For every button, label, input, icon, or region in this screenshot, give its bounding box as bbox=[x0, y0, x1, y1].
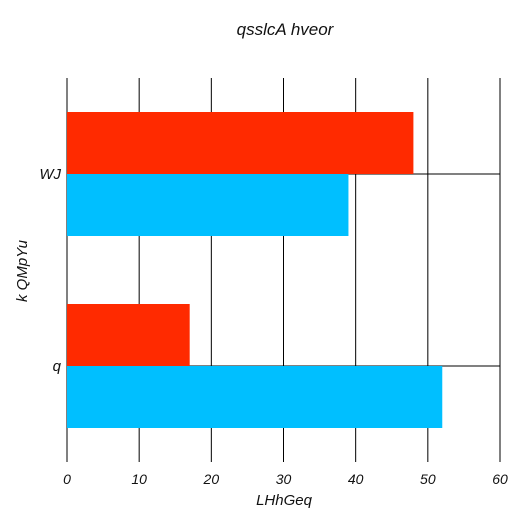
bar-series2-WJ bbox=[67, 174, 349, 236]
x-tick-labels: 0 10 20 30 40 50 60 bbox=[63, 471, 508, 487]
x-tick-label-4: 40 bbox=[348, 471, 364, 487]
bar-series1-WJ bbox=[67, 112, 414, 174]
category-label-WJ: WJ bbox=[39, 166, 61, 183]
bar-series2-q bbox=[67, 366, 443, 428]
x-tick-label-6: 60 bbox=[492, 471, 508, 487]
bars bbox=[67, 112, 443, 428]
bar-series1-q bbox=[67, 304, 190, 366]
category-labels: q WJ bbox=[39, 166, 61, 375]
category-label-q: q bbox=[53, 358, 62, 375]
x-tick-label-5: 50 bbox=[420, 471, 436, 487]
x-tick-label-2: 20 bbox=[203, 471, 220, 487]
chart-title: qsslcA hveor bbox=[237, 20, 335, 39]
x-tick-label-1: 10 bbox=[131, 471, 147, 487]
x-tick-label-0: 0 bbox=[63, 471, 71, 487]
x-tick-label-3: 30 bbox=[276, 471, 292, 487]
y-axis-label: k QMpYu bbox=[14, 239, 31, 302]
x-axis-label: LHhGeq bbox=[256, 492, 313, 509]
